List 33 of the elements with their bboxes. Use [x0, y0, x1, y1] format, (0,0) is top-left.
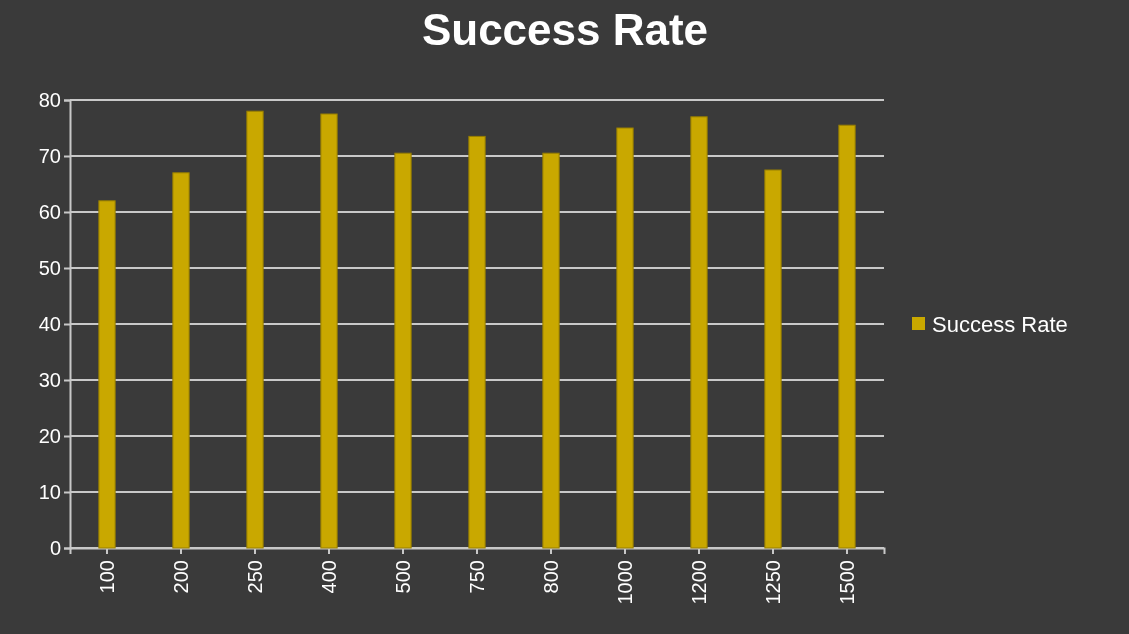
- bar: [838, 124, 856, 549]
- bar: [172, 172, 190, 549]
- bar: [764, 169, 782, 549]
- x-tick-label: 800: [540, 560, 562, 594]
- y-tick-label: 80: [38, 88, 61, 111]
- y-tick-label: 0: [49, 536, 61, 559]
- legend-label: Success Rate: [932, 311, 1068, 337]
- bar: [616, 127, 634, 549]
- bar: [690, 116, 708, 549]
- bar: [394, 152, 412, 549]
- x-tick-label: 400: [318, 560, 340, 594]
- x-tick-label: 200: [170, 560, 192, 594]
- y-tick-label: 10: [38, 480, 61, 503]
- y-tick-label: 20: [38, 424, 61, 447]
- y-tick-label: 30: [38, 368, 61, 391]
- y-tick-label: 60: [38, 200, 61, 223]
- y-tick-label: 40: [38, 312, 61, 335]
- x-tick-label: 750: [466, 560, 488, 594]
- bar: [98, 200, 116, 549]
- bar: [246, 110, 264, 549]
- bar: [320, 113, 338, 549]
- bar: [468, 135, 486, 549]
- x-tick-label: 250: [244, 560, 266, 594]
- chart-title: Success Rate: [421, 5, 709, 54]
- x-tick-label: 1250: [762, 560, 784, 605]
- x-tick-label: 1200: [688, 560, 710, 605]
- y-tick-label: 50: [38, 256, 61, 279]
- x-tick-label: 1000: [614, 560, 636, 605]
- bar: [542, 152, 560, 549]
- x-tick-label: 500: [392, 560, 414, 594]
- y-tick-label: 70: [38, 144, 61, 167]
- x-tick-label: 1500: [836, 560, 858, 605]
- x-tick-label: 100: [96, 560, 118, 594]
